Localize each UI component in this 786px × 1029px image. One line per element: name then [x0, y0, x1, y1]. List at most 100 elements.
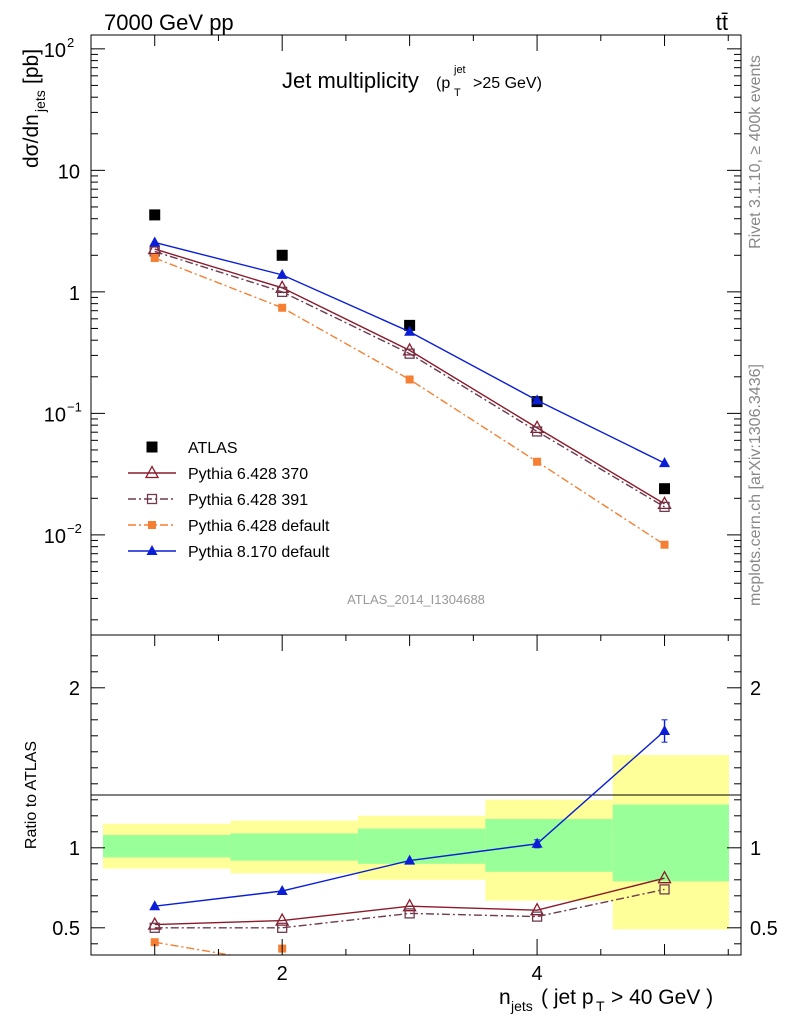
main-point-pythia-6-428-default: [278, 303, 287, 312]
main-y-tick-label: 10: [58, 161, 80, 183]
legend-entry-atlas: ATLAS: [146, 440, 238, 457]
main-point-pythia-6-428-default: [660, 540, 669, 549]
main-point-pythia-6-428-391: [404, 348, 415, 359]
legend-label: Pythia 6.428 370: [188, 466, 308, 483]
svg-text:(p: (p: [436, 75, 450, 92]
svg-text:dσ/dn: dσ/dn: [20, 114, 43, 168]
main-y-axis-label: dσ/dn jets [pb]: [20, 49, 48, 168]
main-point-pythia-8-170-default: [149, 236, 161, 247]
ratio-point-pythia-8-170-default: [531, 837, 543, 848]
svg-text:1: 1: [69, 283, 80, 305]
ratio-y-tick-label-right: 1: [750, 838, 761, 860]
main-series-group: [147, 209, 672, 549]
ratio-line-pythia-6-428-391: [154, 888, 665, 929]
ratio-bands: [103, 755, 729, 930]
ratio-x-tick-label: 2: [277, 963, 288, 985]
ratio-band-green: [230, 833, 358, 861]
ratio-y-tick-label: 0.5: [52, 918, 80, 940]
main-point-pythia-6-428-default: [533, 457, 542, 466]
svg-text:10: 10: [44, 526, 66, 548]
legend-label: ATLAS: [188, 440, 238, 457]
svg-text:( jet p: ( jet p: [541, 986, 594, 1009]
ratio-point-pythia-6-428-370: [402, 898, 417, 912]
ratio-x-axis-label: n jets ( jet p T > 40 GeV ): [499, 986, 713, 1014]
svg-text:−2: −2: [67, 521, 82, 536]
svg-text:> 40 GeV ): > 40 GeV ): [611, 986, 713, 1009]
ratio-y-tick-label: 1: [69, 838, 80, 860]
main-y-tick-label: 1: [69, 283, 80, 305]
ratio-panel-frame: [90, 634, 742, 956]
main-point-pythia-6-428-391: [659, 501, 670, 513]
svg-text:−1: −1: [67, 399, 82, 414]
header-left-label: 7000 GeV pp: [104, 10, 234, 35]
svg-text:jets: jets: [510, 998, 533, 1014]
ratio-y-tick-label-right: 2: [750, 678, 761, 700]
ratio-point-pythia-6-428-391: [149, 922, 160, 933]
main-y-tick-label: 10 −1: [44, 399, 82, 426]
svg-text:n: n: [499, 986, 511, 1009]
legend-marker-pythia-6-428-391: [146, 493, 158, 505]
legend-label: Pythia 6.428 391: [188, 492, 308, 509]
ratio-y-tick-label-right: 0.5: [750, 918, 778, 940]
svg-text:jets: jets: [32, 90, 48, 113]
main-y-tick-label: 10 2: [44, 35, 74, 62]
ratio-point-pythia-6-428-370: [275, 912, 290, 926]
main-point-pythia-6-428-391: [277, 286, 288, 298]
svg-text:2: 2: [67, 35, 74, 50]
main-point-pythia-6-428-default: [405, 375, 414, 384]
ratio-band-green: [485, 819, 613, 872]
main-line-pythia-6-428-391: [154, 250, 665, 508]
main-point-pythia-8-170-default: [531, 394, 543, 405]
ratio-panel: 0.5 0.5 1 1 2 2 2 4 Ratio to ATLAS n jets ( jet…: [23, 634, 778, 1014]
svg-text:[pb]: [pb]: [20, 49, 43, 84]
ratio-point-pythia-6-428-391: [659, 884, 670, 895]
main-line-pythia-6-428-370: [154, 248, 665, 505]
ratio-line-pythia-6-428-default: [154, 941, 230, 956]
ratio-band-green: [103, 835, 231, 858]
main-y-tick-label: 10 −2: [44, 521, 82, 548]
legend-label: Pythia 6.428 default: [188, 518, 330, 535]
svg-text:T: T: [596, 998, 605, 1014]
legend-label: Pythia 8.170 default: [188, 544, 330, 561]
main-point-atlas: [659, 483, 671, 495]
main-title: Jet multiplicity: [282, 68, 419, 93]
header-right-label: tt̄: [716, 10, 728, 35]
source-label: mcplots.cern.ch [arXiv:1306.3436]: [747, 364, 764, 606]
ratio-point-pythia-8-170-default: [149, 900, 161, 911]
legend-entry-pythia-8-170-default: Pythia 8.170 default: [128, 544, 330, 561]
svg-text:10: 10: [58, 161, 80, 183]
main-title-suffix: (p jet T >25 GeV): [436, 64, 542, 99]
main-point-pythia-6-428-391: [531, 426, 543, 437]
ratio-point-pythia-8-170-default: [276, 885, 288, 895]
svg-text:>25 GeV): >25 GeV): [473, 75, 542, 92]
ratio-band-green: [357, 828, 486, 864]
ratio-point-pythia-6-428-default: [150, 938, 159, 947]
ratio-point-pythia-8-170-default: [659, 725, 671, 735]
main-point-pythia-8-170-default: [404, 325, 416, 336]
legend-entry-pythia-6-428-391: Pythia 6.428 391: [128, 492, 308, 509]
legend-marker-pythia-6-428-370: [144, 465, 160, 479]
legend-entry-pythia-6-428-370: Pythia 6.428 370: [128, 465, 308, 483]
ratio-band-green: [612, 804, 729, 882]
ratio-line-pythia-6-428-370: [154, 877, 665, 926]
ratio-point-pythia-6-428-370: [529, 902, 545, 916]
main-point-pythia-8-170-default: [276, 268, 288, 279]
ratio-x-tick-label: 4: [532, 963, 543, 985]
ratio-y-axis-label: Ratio to ATLAS: [23, 741, 40, 849]
ratio-point-pythia-6-428-391: [531, 911, 543, 922]
ratio-axis-ticks: 0.5 0.5 1 1 2 2 2 4: [52, 635, 778, 985]
legend-entry-pythia-6-428-default: Pythia 6.428 default: [128, 518, 330, 535]
main-point-pythia-6-428-370: [147, 241, 162, 255]
analysis-id-label: ATLAS_2014_I1304688: [347, 592, 485, 607]
main-point-atlas: [276, 249, 288, 261]
svg-text:10: 10: [44, 404, 66, 426]
legend-marker-pythia-6-428-default: [148, 521, 156, 529]
rivet-version-label: Rivet 3.1.10, ≥ 400k events: [747, 55, 764, 249]
ratio-point-pythia-6-428-370: [657, 870, 672, 884]
main-point-pythia-8-170-default: [659, 457, 671, 468]
legend-marker-pythia-8-170-default: [146, 545, 158, 555]
